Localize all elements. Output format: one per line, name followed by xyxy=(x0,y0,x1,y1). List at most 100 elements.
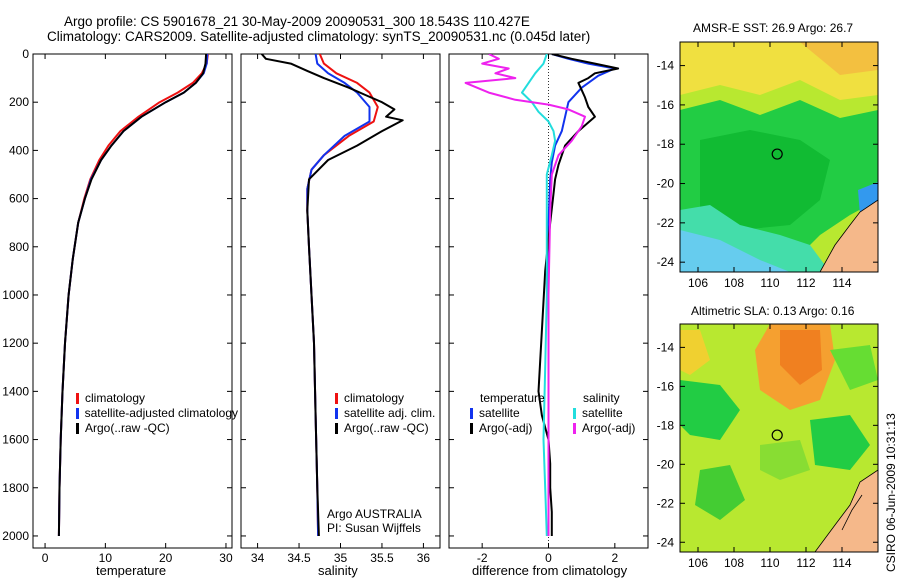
legend-item: satellite adj. clim. xyxy=(335,406,440,421)
legend-swatch-climatology xyxy=(335,393,338,404)
temperature-axis-label: temperature xyxy=(96,563,167,578)
map-x-tick-label: 112 xyxy=(796,276,815,290)
difference-axis-label: difference from climatology xyxy=(472,563,628,578)
difference-profile-series-salinity-satellite xyxy=(521,54,557,537)
legend-item: Argo(-adj) xyxy=(470,421,550,436)
map-y-tick-label: -20 xyxy=(657,457,675,471)
x-tick-label: 20 xyxy=(159,551,173,565)
legend-swatch-argo xyxy=(335,423,338,434)
legend-swatch-salinity-argo xyxy=(573,423,576,434)
temperature-legend: climatology satellite-adjusted climatolo… xyxy=(76,391,238,436)
map-y-tick-label: -24 xyxy=(657,535,675,549)
temperature-profile-series-satellite-adjusted-climatology xyxy=(57,54,209,537)
y-tick-label: 1200 xyxy=(2,336,29,350)
legend-item: Argo(-adj) xyxy=(573,421,648,436)
difference-profile-series-salinity-argo-adj- xyxy=(464,54,586,536)
argo-location-marker xyxy=(771,429,783,441)
sst-map-frame xyxy=(679,41,879,273)
legend-swatch-salinity-satellite xyxy=(573,408,576,419)
salinity-axis-label: salinity xyxy=(318,563,358,578)
map-y-tick-label: -24 xyxy=(657,255,675,269)
sst-map-title: AMSR-E SST: 26.9 Argo: 26.7 xyxy=(693,21,854,35)
map-y-tick-label: -22 xyxy=(657,496,675,510)
map-y-tick-label: -18 xyxy=(657,418,675,432)
x-tick-label: 2 xyxy=(611,551,618,565)
y-tick-label: 1000 xyxy=(2,288,29,302)
sla-map-frame xyxy=(679,323,879,553)
map-x-tick-label: 108 xyxy=(724,556,744,570)
x-tick-label: 30 xyxy=(219,551,233,565)
y-tick-label: 800 xyxy=(9,240,29,254)
legend-label: Argo(..raw -QC) xyxy=(85,421,170,435)
legend-header-salinity: salinity xyxy=(583,391,620,405)
y-tick-label: 400 xyxy=(9,143,29,157)
y-tick-label: 1400 xyxy=(2,384,29,398)
y-tick-label: 600 xyxy=(9,192,29,206)
map-x-tick-label: 108 xyxy=(724,276,744,290)
difference-profile-series-group xyxy=(464,54,620,537)
legend-label: satellite adj. clim. xyxy=(344,406,436,420)
map-x-tick-label: 110 xyxy=(760,556,779,570)
sla-map-title: Altimetric SLA: 0.13 Argo: 0.16 xyxy=(691,304,855,318)
map-x-tick-label: 114 xyxy=(832,556,851,570)
legend-swatch-climatology xyxy=(76,393,79,404)
legend-item: satellite xyxy=(470,406,550,421)
map-y-tick-label: -20 xyxy=(657,177,675,191)
map-x-tick-label: 106 xyxy=(688,276,708,290)
legend-label: Argo(-adj) xyxy=(479,421,533,435)
y-tick-label: 1600 xyxy=(2,433,29,447)
difference-temperature-legend: temperature satellite Argo(-adj) xyxy=(470,391,550,436)
legend-item: satellite xyxy=(573,406,648,421)
legend-header-temperature: temperature xyxy=(480,391,545,405)
plot-title-line2: Climatology: CARS2009. Satellite-adjuste… xyxy=(47,29,591,44)
legend-header: temperature xyxy=(470,391,550,406)
annotation-pi: PI: Susan Wijffels xyxy=(327,521,421,535)
y-tick-label: 200 xyxy=(9,95,29,109)
legend-swatch-satellite xyxy=(470,408,473,419)
map-x-tick-label: 106 xyxy=(688,556,708,570)
legend-header: salinity xyxy=(573,391,648,406)
difference-salinity-legend: salinity satellite Argo(-adj) xyxy=(573,391,648,436)
map-x-tick-label: 114 xyxy=(832,276,851,290)
temperature-profile-series-group xyxy=(57,54,209,537)
legend-label: satellite-adjusted climatology xyxy=(84,406,238,420)
difference-profile-series-temperature-satellite xyxy=(547,54,616,536)
plot-title-line1: Argo profile: CS 5901678_21 30-May-2009 … xyxy=(64,14,530,29)
x-tick-label: 0 xyxy=(42,551,49,565)
map-y-tick-label: -22 xyxy=(657,216,675,230)
legend-item: Argo(..raw -QC) xyxy=(335,421,440,436)
map-y-tick-label: -14 xyxy=(657,340,675,354)
x-tick-label: 35.5 xyxy=(370,551,394,565)
map-y-tick-label: -14 xyxy=(657,59,675,73)
legend-item: Argo(..raw -QC) xyxy=(76,421,238,436)
x-tick-label: 0 xyxy=(545,551,552,565)
temperature-profile-series-climatology xyxy=(57,54,209,537)
map-y-tick-label: -18 xyxy=(657,137,675,151)
legend-swatch-satellite xyxy=(335,408,338,419)
legend-swatch-argo xyxy=(76,423,79,434)
legend-item: satellite-adjusted climatology xyxy=(76,406,238,421)
x-tick-label: 34 xyxy=(251,551,265,565)
temperature-profile-series-argo-raw-qc- xyxy=(57,54,208,537)
legend-label: satellite xyxy=(582,406,623,420)
credit-label: CSIRO 06-Jun-2009 10:31:13 xyxy=(884,413,898,572)
x-tick-label: 35 xyxy=(334,551,348,565)
y-tick-label: 0 xyxy=(22,47,29,61)
map-x-tick-label: 112 xyxy=(796,556,815,570)
legend-swatch-satellite xyxy=(76,408,79,419)
sla-map-image xyxy=(680,324,878,552)
legend-label: Argo(-adj) xyxy=(582,421,636,435)
salinity-profile-series-argo-raw-qc- xyxy=(260,54,404,537)
y-tick-label: 2000 xyxy=(2,529,29,543)
salinity-profile-axes-frame xyxy=(240,53,441,549)
legend-label: Argo(..raw -QC) xyxy=(344,421,429,435)
y-tick-label: 1800 xyxy=(2,481,29,495)
legend-item: climatology xyxy=(76,391,238,406)
legend-item: climatology xyxy=(335,391,440,406)
argo-location-marker xyxy=(771,148,783,160)
legend-label: climatology xyxy=(85,391,146,405)
x-tick-label: 34.5 xyxy=(287,551,311,565)
map-y-tick-label: -16 xyxy=(657,379,675,393)
map-y-tick-label: -16 xyxy=(657,98,675,112)
